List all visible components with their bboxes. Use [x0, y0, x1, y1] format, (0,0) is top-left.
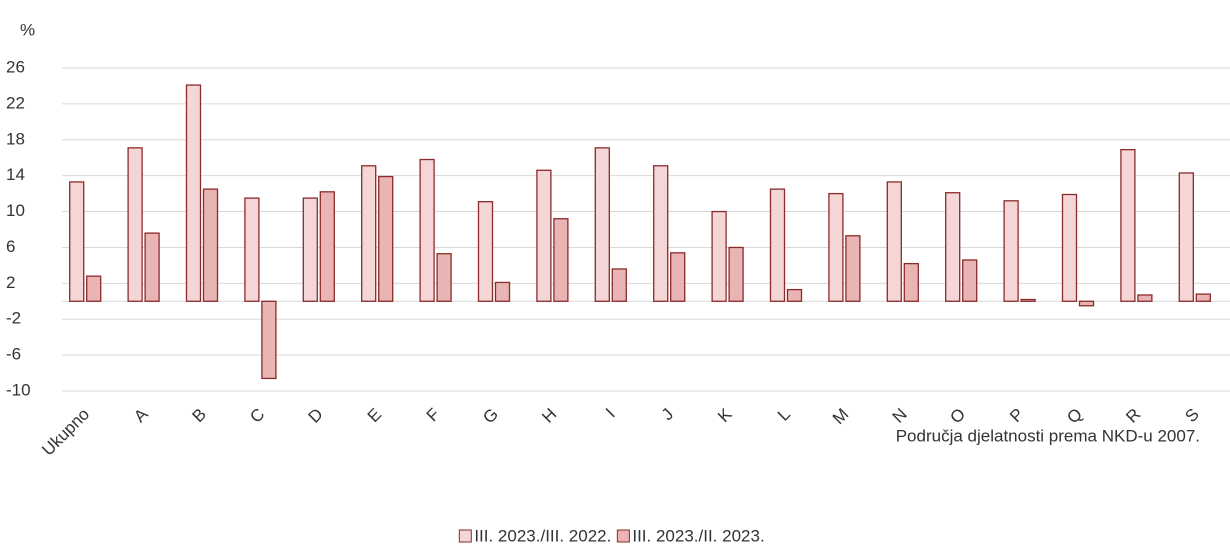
bar — [1078, 300, 1095, 307]
bar — [244, 197, 260, 302]
y-tick-label: -2 — [6, 309, 21, 328]
bar — [962, 259, 978, 302]
x-tick-label: R — [1122, 405, 1144, 427]
y-tick-label: -6 — [6, 345, 21, 364]
bar — [1195, 293, 1211, 302]
bar — [903, 262, 919, 302]
bar — [728, 246, 744, 302]
y-tick-label: 10 — [6, 201, 25, 220]
y-tick-label: 6 — [6, 237, 15, 256]
bar — [202, 188, 219, 302]
bar — [594, 147, 610, 302]
x-tick-label: E — [364, 405, 385, 426]
bar — [711, 210, 727, 302]
y-tick-label: 22 — [6, 93, 25, 112]
x-tick-label: C — [246, 405, 268, 427]
bar — [553, 218, 569, 302]
legend-label: III. 2023./III. 2022. — [474, 526, 611, 545]
x-tick-label: Ukupno — [38, 405, 93, 460]
bar — [945, 192, 961, 302]
bar — [653, 165, 669, 302]
bar — [319, 191, 335, 302]
bar — [436, 253, 452, 302]
y-tick-label: 2 — [6, 273, 15, 292]
x-tick-label: S — [1181, 405, 1202, 426]
bar — [378, 175, 394, 302]
x-tick-label: Q — [1063, 405, 1086, 428]
bar — [1178, 172, 1194, 302]
bar — [1120, 148, 1136, 302]
y-tick-label: 14 — [6, 165, 25, 184]
legend-label: III. 2023./II. 2023. — [632, 526, 764, 545]
legend-swatch — [458, 529, 472, 543]
bar — [828, 192, 844, 302]
bar — [261, 300, 277, 380]
x-tick-label: B — [189, 405, 210, 426]
x-tick-label: J — [658, 405, 677, 424]
x-tick-label: N — [889, 405, 911, 427]
x-tick-label: P — [1006, 405, 1027, 426]
bar — [361, 165, 377, 302]
bar — [1137, 294, 1153, 302]
bar — [769, 188, 786, 302]
x-tick-label: F — [423, 405, 444, 426]
bar — [611, 268, 627, 302]
x-tick-label: A — [130, 404, 152, 426]
x-tick-label: O — [946, 405, 969, 428]
bar — [302, 197, 318, 302]
legend-swatch — [616, 529, 630, 543]
bar — [69, 181, 85, 302]
x-tick-label: K — [714, 404, 736, 426]
y-tick-label: 26 — [6, 57, 25, 76]
y-tick-label: -10 — [6, 380, 31, 399]
bar — [494, 281, 511, 302]
bar — [86, 275, 102, 302]
y-tick-label: 18 — [6, 129, 25, 148]
x-tick-label: D — [305, 405, 327, 427]
bar — [670, 252, 686, 302]
bar — [1003, 200, 1019, 302]
x-tick-label: G — [479, 405, 502, 428]
bar — [886, 181, 902, 302]
bar — [786, 288, 803, 302]
bar — [845, 235, 861, 302]
bar — [536, 169, 552, 302]
bar — [185, 84, 202, 302]
x-tick-label: L — [774, 405, 794, 425]
bar — [144, 232, 160, 302]
bar — [127, 147, 143, 302]
y-unit: % — [20, 20, 35, 39]
x-tick-label: H — [538, 405, 560, 427]
bar — [419, 158, 435, 302]
bar — [477, 201, 494, 302]
x-tick-label: M — [829, 405, 852, 428]
bar — [1020, 298, 1036, 302]
x-tick-label: I — [602, 405, 619, 422]
bar — [1061, 193, 1078, 302]
x-axis-title: Područja djelatnosti prema NKD-u 2007. — [896, 426, 1200, 445]
